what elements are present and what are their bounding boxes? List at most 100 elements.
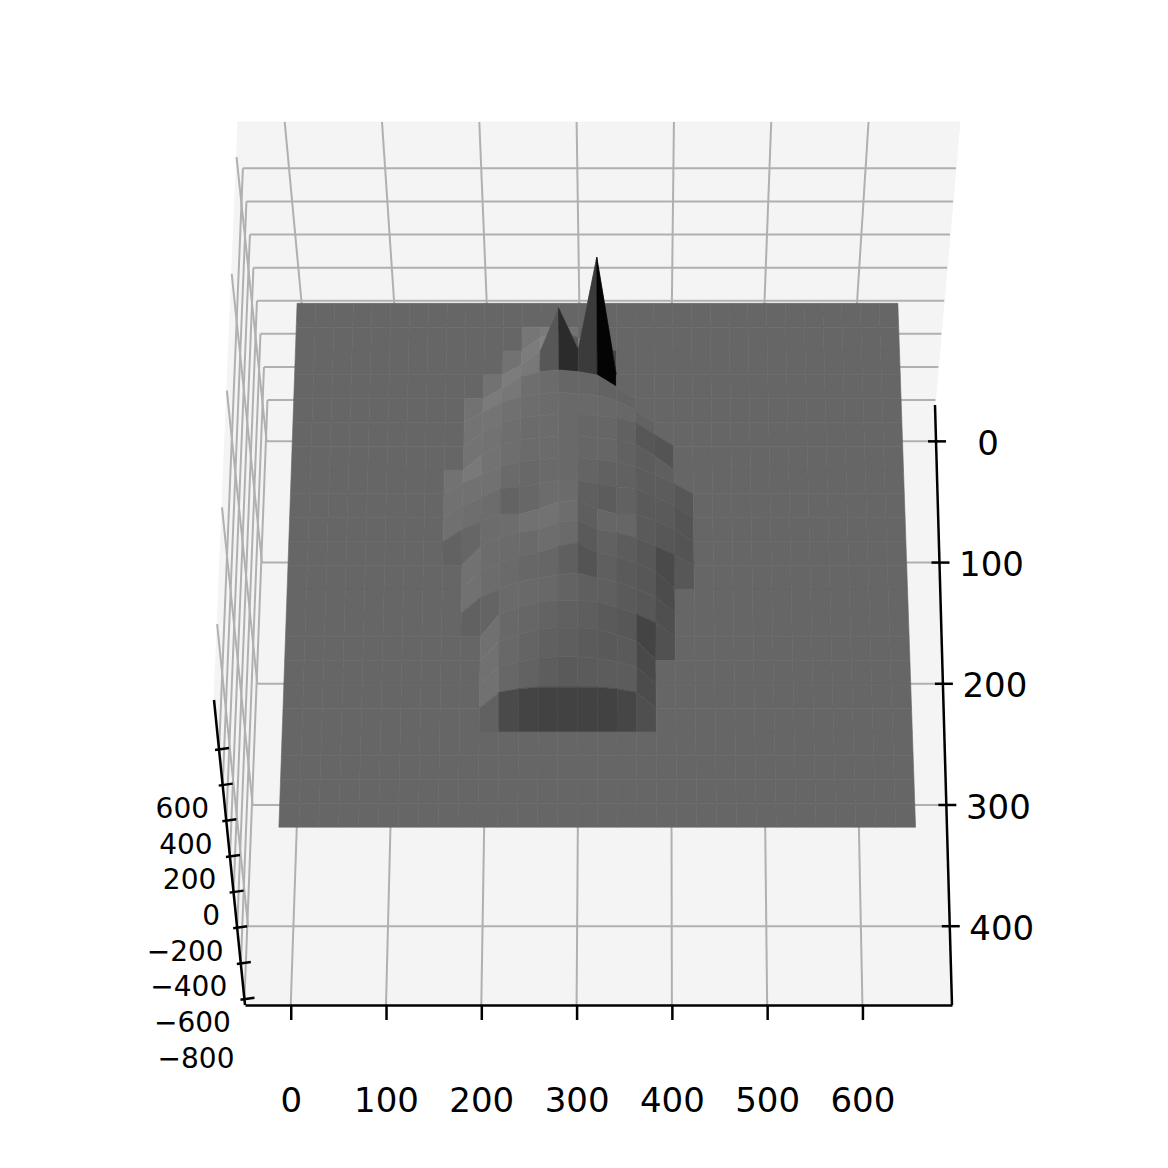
surface-cell — [617, 732, 637, 756]
surface-cell — [654, 375, 673, 399]
grid-line-z — [223, 201, 247, 785]
surface-cell — [280, 780, 301, 804]
surface-cell — [343, 661, 363, 685]
surface-cell — [692, 399, 711, 423]
surface-cell — [597, 687, 617, 732]
surface-cell — [828, 494, 848, 518]
surface-cell — [732, 518, 752, 542]
surface-cell — [835, 780, 855, 804]
surface-cell — [887, 541, 907, 565]
surface-cell — [359, 780, 379, 804]
surface-cell — [372, 303, 391, 327]
surface-cell — [748, 303, 767, 327]
grid-line-z — [230, 268, 253, 857]
surface-cell — [695, 637, 715, 661]
surface-cell — [459, 708, 479, 732]
surface — [279, 257, 916, 827]
surface-cell — [445, 422, 464, 446]
surface-cell — [363, 613, 383, 637]
surface-cell — [635, 375, 654, 399]
surface-cell — [538, 732, 558, 756]
surface-cell — [465, 327, 484, 351]
surface-cell — [828, 518, 848, 542]
surface-cell — [788, 446, 808, 470]
surface-cell — [617, 689, 637, 732]
surface-cell — [340, 756, 360, 780]
surface-cell — [656, 732, 676, 756]
surface-cell — [558, 600, 578, 627]
surface-cell — [370, 351, 390, 375]
surface-cell — [693, 470, 712, 494]
surface-cell — [886, 518, 906, 542]
surface-cell — [439, 756, 459, 780]
surface-cell — [292, 422, 312, 446]
surface-cell — [518, 658, 538, 689]
tick-mark — [935, 683, 953, 686]
surface-cell — [695, 613, 715, 637]
surface-cell — [479, 692, 499, 732]
surface-cell — [597, 602, 617, 634]
surface-cell — [775, 780, 795, 804]
surface-cell — [597, 756, 617, 780]
surface-cell — [677, 803, 697, 827]
surface-cell — [729, 303, 748, 327]
surface-cell — [442, 565, 462, 589]
surface-cell — [305, 613, 325, 637]
surface-cell — [538, 687, 558, 732]
surface-cell — [286, 589, 306, 613]
surface-cell — [420, 708, 440, 732]
grid-line-z — [243, 167, 956, 169]
surface-cell — [771, 565, 791, 589]
surface-cell — [418, 803, 438, 827]
tick-mark — [233, 926, 247, 928]
surface-cell — [616, 351, 635, 375]
tick-label: 100 — [959, 544, 1024, 584]
tick-mark — [576, 1005, 579, 1020]
surface-cell — [853, 732, 873, 756]
surface-cell — [538, 803, 558, 827]
surface-cell — [446, 327, 465, 351]
surface-cell — [712, 470, 731, 494]
surface-cell — [441, 637, 461, 661]
surface-cell — [540, 370, 559, 394]
surface-cell — [776, 803, 796, 827]
surface-cell — [578, 394, 597, 416]
surface-cell — [390, 327, 409, 351]
surface-cell — [326, 565, 346, 589]
grid-line-z — [234, 301, 257, 893]
surface-cell — [299, 803, 320, 827]
surface-cell — [559, 392, 578, 414]
surface-cell — [321, 732, 341, 756]
surface-cell — [342, 684, 362, 708]
surface-cell — [539, 436, 558, 460]
surface-cell — [365, 565, 385, 589]
surface-cell — [733, 589, 753, 613]
surface-cell — [872, 684, 892, 708]
surface-cell — [558, 521, 578, 546]
surface-cell — [578, 543, 598, 579]
surface-cell — [310, 470, 330, 494]
surface-cell — [865, 446, 885, 470]
surface-cell — [730, 375, 749, 399]
surface-cell — [503, 303, 522, 327]
surface-cell — [288, 541, 308, 565]
tick-label: 400 — [969, 908, 1034, 948]
surface-cell — [478, 803, 498, 827]
surface-cell — [320, 756, 340, 780]
surface-cell — [421, 637, 441, 661]
surface-cell — [287, 565, 307, 589]
surface-cell — [809, 518, 829, 542]
surface-cell — [447, 303, 466, 327]
surface-cell — [616, 303, 635, 327]
surface-cell — [754, 684, 774, 708]
surface-cell — [315, 303, 335, 327]
surface-cell — [826, 422, 846, 446]
surface-cell — [352, 327, 371, 351]
surface-cell — [439, 732, 459, 756]
surface-cell — [400, 732, 420, 756]
surface-cell — [861, 327, 881, 351]
surface-cell — [331, 399, 351, 423]
pane-left — [214, 122, 268, 1005]
surface-cell — [714, 637, 734, 661]
x-tick: 0 — [280, 1005, 302, 1120]
